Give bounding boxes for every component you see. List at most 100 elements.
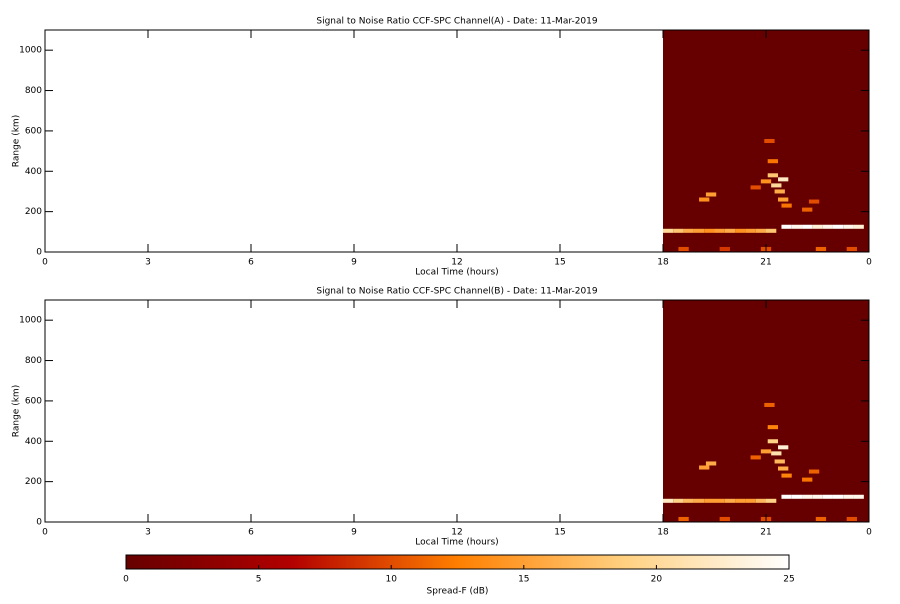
heatmap-cell	[812, 224, 823, 229]
heatmap-cell	[781, 203, 792, 208]
x-tick-label: 3	[145, 258, 151, 268]
heatmap-cell	[778, 445, 789, 450]
heatmap-cell	[822, 494, 833, 499]
x-tick-label: 0	[42, 528, 48, 538]
heatmap-cell	[714, 228, 725, 233]
heatmap-cell	[802, 494, 813, 499]
heatmap-cell	[735, 498, 746, 503]
x-tick-label: 15	[554, 528, 565, 538]
chart-title: Signal to Noise Ratio CCF-SPC Channel(A)…	[316, 17, 598, 27]
heatmap-cell	[771, 183, 782, 188]
heatmap-cell	[767, 425, 779, 430]
heatmap-cell	[673, 498, 684, 503]
heatmap-cell	[808, 469, 820, 474]
x-tick-label: 6	[248, 258, 254, 268]
heatmap-cell	[693, 498, 705, 503]
heatmap-cell	[832, 224, 844, 229]
y-tick-label: 0	[36, 518, 42, 528]
heatmap-cell	[832, 494, 844, 499]
y-tick-label: 600	[25, 126, 42, 136]
colorbar-tick-label: 20	[651, 575, 663, 585]
colorbar	[125, 554, 790, 570]
heatmap-cell	[767, 439, 779, 444]
heatmap-cell	[699, 197, 710, 202]
heatmap-cell	[812, 494, 823, 499]
x-tick-label: 15	[554, 258, 565, 268]
heatmap-cell	[750, 185, 761, 190]
x-tick-label: 3	[145, 528, 151, 538]
heatmap-cell	[843, 224, 854, 229]
y-tick-label: 1000	[19, 316, 42, 326]
y-tick-label: 0	[36, 248, 42, 258]
heatmap-cell	[663, 498, 674, 503]
x-tick-label: 18	[657, 528, 669, 538]
y-tick-label: 200	[25, 477, 42, 487]
heatmap-background	[663, 300, 869, 522]
x-tick-label: 12	[451, 258, 462, 268]
chart-title: Signal to Noise Ratio CCF-SPC Channel(B)…	[316, 287, 598, 297]
heatmap-cell	[745, 498, 756, 503]
heatmap-cell	[678, 246, 689, 251]
heatmap-cell	[766, 498, 777, 503]
heatmap-cell	[750, 455, 761, 460]
heatmap-cell	[663, 228, 674, 233]
x-tick-label: 12	[451, 528, 462, 538]
heatmap-cell	[755, 498, 766, 503]
heatmap-cell	[719, 246, 730, 251]
x-tick-label: 9	[351, 528, 357, 538]
y-axis-label: Range (km)	[12, 115, 22, 167]
heatmap-cell	[808, 199, 820, 204]
x-tick-label: 18	[657, 258, 669, 268]
heatmap-cell	[673, 228, 684, 233]
y-tick-label: 1000	[19, 46, 42, 56]
heatmap-cell	[714, 498, 725, 503]
heatmap-cell	[774, 459, 785, 464]
heatmap-cell	[781, 473, 792, 478]
heatmap-cell	[778, 466, 789, 471]
heatmap-cell	[791, 494, 803, 499]
heatmap-cell	[724, 498, 736, 503]
heatmap-cell	[778, 177, 789, 182]
heatmap-cell	[815, 246, 827, 251]
heatmap-cell	[760, 179, 772, 184]
heatmap-cell	[846, 516, 857, 521]
colorbar-tick-label: 25	[783, 575, 794, 585]
colorbar-tick-label: 5	[256, 575, 262, 585]
x-tick-label: 0	[866, 258, 872, 268]
heatmap-cell	[771, 451, 782, 456]
heatmap-cell	[781, 224, 792, 229]
x-tick-label: 21	[760, 528, 771, 538]
x-tick-label: 9	[351, 258, 357, 268]
y-tick-label: 400	[25, 167, 42, 177]
x-tick-label: 21	[760, 258, 771, 268]
heatmap-cell	[705, 192, 717, 197]
heatmap-cell	[802, 207, 813, 212]
heatmap-cell	[745, 228, 756, 233]
heatmap-cell	[767, 159, 779, 164]
heatmap-cell	[781, 494, 792, 499]
x-tick-label: 6	[248, 528, 254, 538]
heatmap-cell	[755, 228, 766, 233]
heatmap-cell	[735, 228, 746, 233]
heatmap-cell	[822, 224, 833, 229]
y-tick-label: 200	[25, 207, 42, 217]
heatmap-cell	[853, 224, 864, 229]
x-axis-label: Local Time (hours)	[415, 538, 498, 548]
heatmap-cell	[767, 173, 779, 178]
y-tick-label: 800	[25, 86, 42, 96]
colorbar-label: Spread-F (dB)	[427, 587, 489, 597]
heatmap-cell	[699, 465, 710, 470]
heatmap-cell	[843, 494, 854, 499]
heatmap-cell	[791, 224, 803, 229]
heatmap-cell	[764, 138, 775, 144]
x-tick-label: 0	[42, 258, 48, 268]
colorbar-tick-label: 0	[123, 575, 129, 585]
heatmap-cell	[778, 197, 789, 202]
x-tick-label: 0	[866, 528, 872, 538]
heatmap-cell	[683, 228, 694, 233]
colorbar-tick-label: 10	[385, 575, 397, 585]
heatmap-cell	[719, 516, 730, 521]
heatmap-cell	[704, 498, 715, 503]
heatmap-cell	[802, 477, 813, 482]
